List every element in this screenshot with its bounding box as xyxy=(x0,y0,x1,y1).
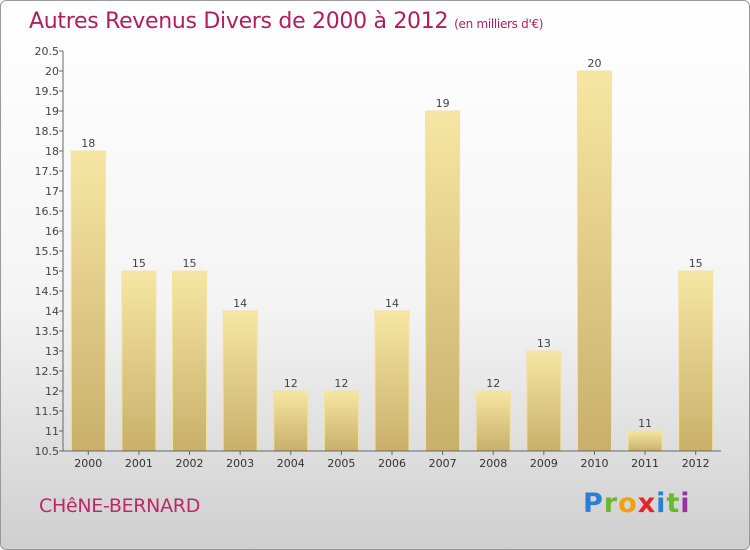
bar-value-label: 18 xyxy=(81,137,95,150)
bar-2010 xyxy=(576,70,612,452)
bar-value-label: 15 xyxy=(689,257,703,270)
x-tick-label: 2005 xyxy=(327,457,355,470)
bar-2009 xyxy=(526,350,562,452)
x-axis: 2000 2001 2002 2003 2004 2005 2006 2007 2008 2009… xyxy=(63,450,721,470)
x-tick-label: 2009 xyxy=(530,457,558,470)
commune-name: CHêNE-BERNARD xyxy=(39,495,201,517)
y-tick-label: 15.5 xyxy=(35,245,60,258)
y-tick-label: 15 xyxy=(45,265,59,278)
bar-value-label: 12 xyxy=(486,377,500,390)
bar-2007 xyxy=(425,110,461,452)
bar-value-label: 12 xyxy=(284,377,298,390)
bar-2006 xyxy=(374,310,410,452)
y-tick-label: 19 xyxy=(45,105,59,118)
x-tick-label: 2003 xyxy=(226,457,254,470)
bar-value-label: 12 xyxy=(334,377,348,390)
x-tick-label: 2000 xyxy=(74,457,102,470)
y-tick-label: 12 xyxy=(45,385,59,398)
bar-2002 xyxy=(172,270,208,452)
y-tick-label: 13 xyxy=(45,345,59,358)
chart-subtitle: (en milliers d'€) xyxy=(454,17,544,31)
bar-value-label: 13 xyxy=(537,337,551,350)
y-tick-label: 18.5 xyxy=(35,125,60,138)
y-tick-label: 14 xyxy=(45,305,59,318)
y-tick-label: 20.5 xyxy=(35,45,60,58)
bar-2005 xyxy=(323,390,359,452)
y-tick-label: 12.5 xyxy=(35,365,60,378)
chart-title-text: Autres Revenus Divers de 2000 à 2012 xyxy=(29,9,449,34)
x-tick-label: 2011 xyxy=(631,457,659,470)
y-tick-label: 13.5 xyxy=(35,325,60,338)
bar-2000 xyxy=(70,150,106,452)
bar-2004 xyxy=(273,390,309,452)
x-tick-label: 2002 xyxy=(176,457,204,470)
proxiti-logo[interactable]: Proxiti xyxy=(583,488,691,519)
x-tick-label: 2010 xyxy=(580,457,608,470)
bar-2011 xyxy=(627,430,663,452)
y-tick-label: 10.5 xyxy=(35,445,60,458)
x-tick-label: 2004 xyxy=(277,457,305,470)
bar-2008 xyxy=(475,390,511,452)
bar-value-label: 15 xyxy=(132,257,146,270)
x-tick-label: 2008 xyxy=(479,457,507,470)
x-tick-label: 2001 xyxy=(125,457,153,470)
bar-value-label: 11 xyxy=(638,417,652,430)
bar-value-label: 14 xyxy=(233,297,247,310)
y-tick-label: 19.5 xyxy=(35,85,60,98)
y-tick-label: 17.5 xyxy=(35,165,60,178)
bar-2003 xyxy=(222,310,258,452)
y-axis: 10.5 11 11.5 12 12.5 13 13.5 14 14.5 15 15.5 16 16.5… xyxy=(35,45,64,458)
bar-2012 xyxy=(678,270,714,452)
y-tick-label: 11.5 xyxy=(35,405,60,418)
bar-value-label: 19 xyxy=(436,97,450,110)
y-tick-label: 11 xyxy=(45,425,59,438)
bar-value-label: 15 xyxy=(183,257,197,270)
x-tick-label: 2012 xyxy=(682,457,710,470)
chart-title: Autres Revenus Divers de 2000 à 2012 (en … xyxy=(29,9,543,34)
y-tick-label: 14.5 xyxy=(35,285,60,298)
bar-2001 xyxy=(121,270,157,452)
y-tick-label: 16 xyxy=(45,225,59,238)
y-tick-label: 20 xyxy=(45,65,59,78)
bar-value-label: 20 xyxy=(587,57,601,70)
x-tick-label: 2007 xyxy=(429,457,457,470)
x-tick-label: 2006 xyxy=(378,457,406,470)
y-tick-label: 17 xyxy=(45,185,59,198)
bars-group: 18 15 15 14 12 12 14 19 12 13 20 11 15 xyxy=(70,57,714,452)
y-tick-label: 16.5 xyxy=(35,205,60,218)
bar-value-label: 14 xyxy=(385,297,399,310)
y-tick-label: 18 xyxy=(45,145,59,158)
